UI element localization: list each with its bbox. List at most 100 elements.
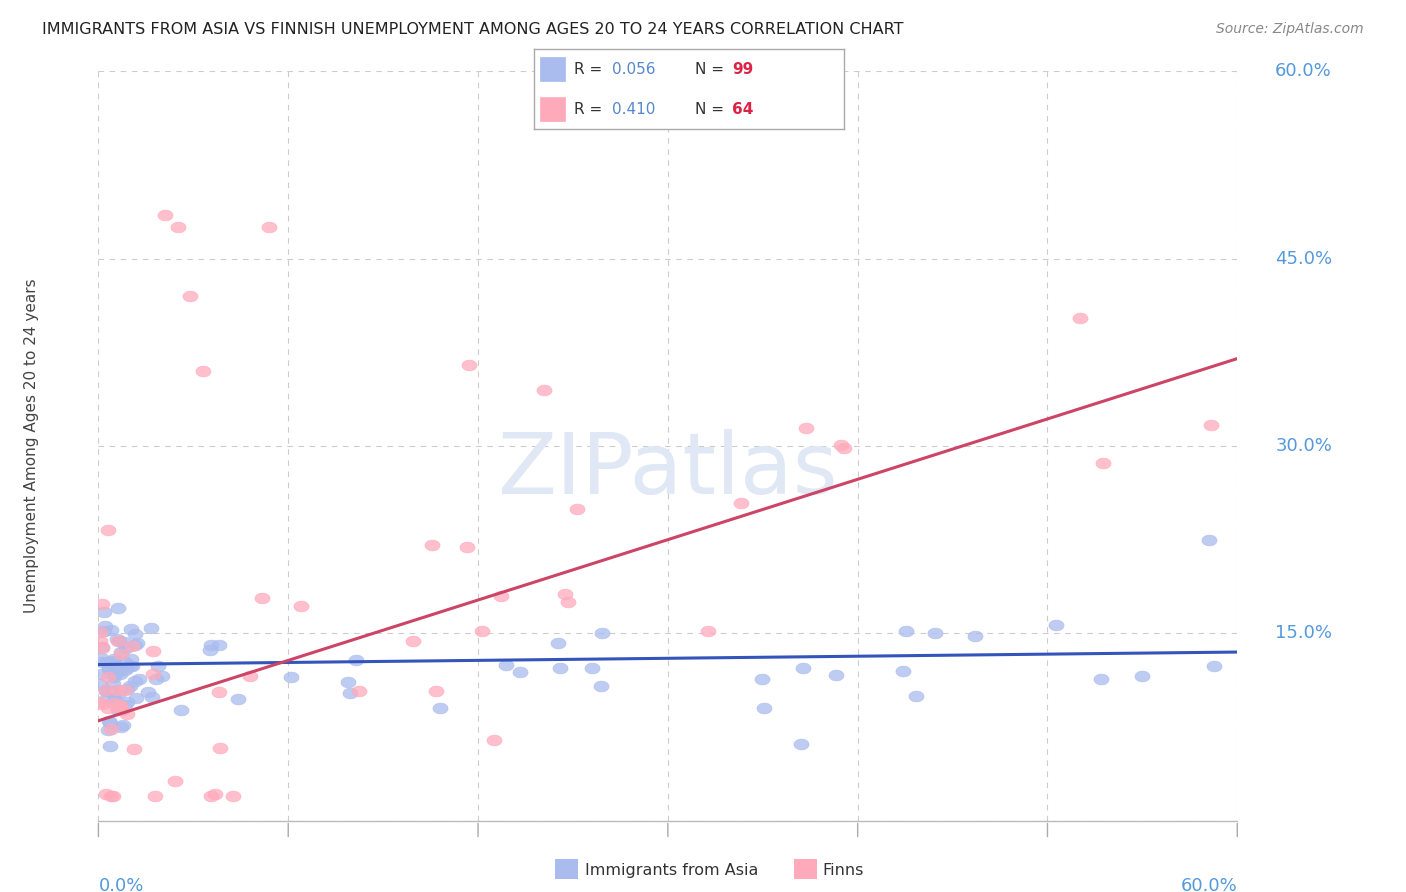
Text: IMMIGRANTS FROM ASIA VS FINNISH UNEMPLOYMENT AMONG AGES 20 TO 24 YEARS CORRELATI: IMMIGRANTS FROM ASIA VS FINNISH UNEMPLOY… xyxy=(42,22,904,37)
Point xyxy=(191,364,214,378)
Point xyxy=(108,700,131,714)
Point xyxy=(107,600,129,615)
Point xyxy=(752,701,775,715)
Point xyxy=(280,670,302,684)
Point xyxy=(252,591,274,606)
Point xyxy=(591,679,613,693)
Point xyxy=(751,673,773,687)
Text: Immigrants from Asia: Immigrants from Asia xyxy=(585,863,758,878)
Text: 15.0%: 15.0% xyxy=(1275,624,1333,642)
Point xyxy=(209,741,232,756)
Point xyxy=(830,438,852,452)
Point xyxy=(90,597,112,611)
FancyBboxPatch shape xyxy=(540,97,565,121)
Point xyxy=(108,667,131,681)
Point xyxy=(482,732,505,747)
Point xyxy=(402,634,425,648)
Point xyxy=(565,502,588,516)
Point xyxy=(101,659,124,673)
Point xyxy=(832,442,855,456)
Point xyxy=(115,695,138,709)
Point xyxy=(1130,669,1153,683)
Point xyxy=(97,670,120,684)
Point xyxy=(153,208,176,222)
Point xyxy=(222,789,245,803)
Point xyxy=(896,624,918,638)
Text: 60.0%: 60.0% xyxy=(1275,62,1331,80)
Text: 45.0%: 45.0% xyxy=(1275,250,1333,268)
Text: 60.0%: 60.0% xyxy=(1181,877,1237,892)
Point xyxy=(208,638,231,652)
Text: N =: N = xyxy=(695,62,728,77)
Point xyxy=(145,673,167,687)
Point xyxy=(114,698,136,712)
Point xyxy=(97,723,120,737)
Point xyxy=(96,655,118,669)
Point xyxy=(97,701,120,715)
Point xyxy=(110,720,132,734)
Point xyxy=(103,652,125,666)
Point xyxy=(792,661,814,675)
Point xyxy=(107,634,129,648)
Point xyxy=(93,619,115,633)
Point xyxy=(110,645,132,659)
Point xyxy=(591,626,613,640)
Point xyxy=(344,653,367,667)
Text: Source: ZipAtlas.com: Source: ZipAtlas.com xyxy=(1216,22,1364,37)
Point xyxy=(104,685,127,699)
Point xyxy=(142,667,165,681)
Point xyxy=(98,661,121,675)
Point xyxy=(198,643,221,657)
Text: Unemployment Among Ages 20 to 24 years: Unemployment Among Ages 20 to 24 years xyxy=(24,278,39,614)
Point xyxy=(495,658,517,673)
Point xyxy=(97,523,120,537)
Point xyxy=(91,655,114,669)
Point xyxy=(891,664,914,678)
Text: 0.0%: 0.0% xyxy=(98,877,143,892)
Point xyxy=(581,661,603,675)
Point xyxy=(141,690,163,704)
Point xyxy=(111,718,134,732)
Point xyxy=(98,662,121,676)
Point xyxy=(128,672,150,686)
Point xyxy=(204,787,226,801)
Point xyxy=(259,220,281,235)
Point xyxy=(105,632,128,647)
Point xyxy=(115,707,138,722)
Point xyxy=(963,629,986,643)
Point xyxy=(548,660,571,674)
Point xyxy=(509,665,531,679)
Point xyxy=(557,595,579,609)
Point xyxy=(90,651,112,665)
Point xyxy=(723,95,745,110)
Point xyxy=(118,679,141,693)
Point xyxy=(98,656,121,670)
Point xyxy=(904,689,927,703)
Point xyxy=(420,538,443,552)
Point xyxy=(146,659,169,673)
FancyBboxPatch shape xyxy=(540,57,565,81)
Point xyxy=(226,692,249,706)
Point xyxy=(1199,417,1222,432)
Point xyxy=(112,635,135,649)
Point xyxy=(108,698,131,712)
Point xyxy=(136,684,159,698)
Point xyxy=(697,624,720,638)
Point xyxy=(125,636,148,650)
Point xyxy=(97,714,120,729)
Point xyxy=(471,624,494,638)
Point xyxy=(90,641,112,656)
Point xyxy=(124,674,146,689)
Point xyxy=(124,690,146,705)
Point xyxy=(114,682,136,697)
Point xyxy=(165,773,187,788)
Point xyxy=(107,682,129,697)
Point xyxy=(101,677,124,691)
Text: 0.056: 0.056 xyxy=(612,62,655,77)
Point xyxy=(1090,672,1112,686)
Point xyxy=(115,641,138,656)
Point xyxy=(924,626,946,640)
Point xyxy=(93,624,115,639)
Point xyxy=(339,686,361,700)
Text: 99: 99 xyxy=(733,62,754,77)
